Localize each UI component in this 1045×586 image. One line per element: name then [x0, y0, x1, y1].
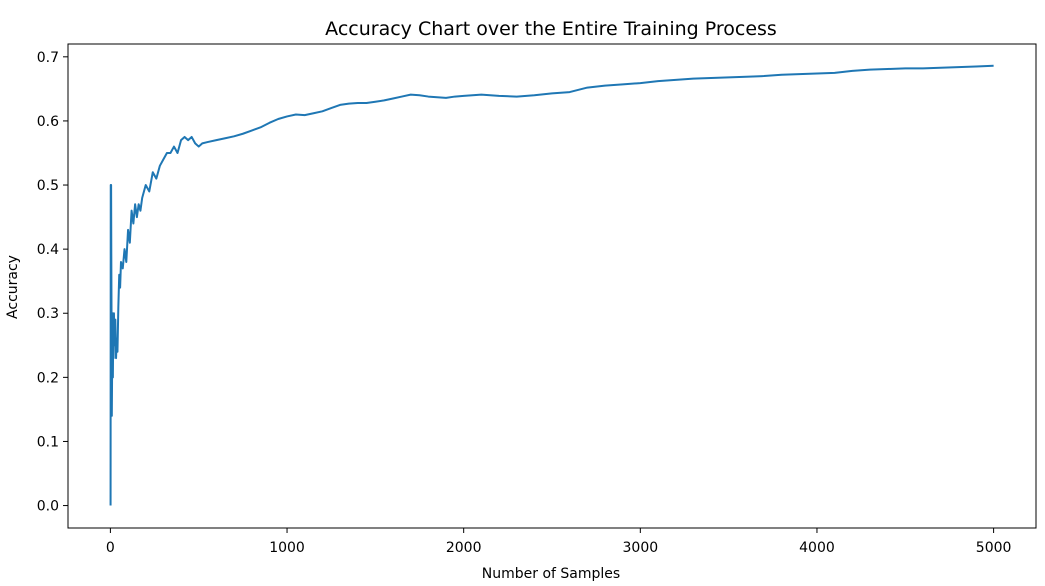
- x-axis-label: Number of Samples: [482, 566, 620, 582]
- y-tick-label: 0.2: [37, 370, 59, 386]
- y-axis-label: Accuracy: [5, 255, 21, 319]
- y-tick-label: 0.0: [37, 499, 59, 515]
- accuracy-series-line: [109, 64, 994, 506]
- x-tick-label: 1000: [269, 540, 305, 556]
- x-tick-label: 2000: [446, 540, 482, 556]
- plot-frame: [67, 43, 1037, 529]
- x-tick-label: 5000: [976, 540, 1012, 556]
- y-tick-label: 0.4: [37, 242, 59, 258]
- y-axis: 0.0 0.1 0.2 0.3 0.4 0.5 0.6 0.7: [37, 50, 68, 515]
- x-axis: 0 1000 2000 3000 4000 5000: [106, 528, 1011, 556]
- x-tick-label: 3000: [623, 540, 659, 556]
- x-tick-label: 0: [106, 540, 115, 556]
- x-tick-label: 4000: [799, 540, 835, 556]
- y-tick-label: 0.6: [37, 114, 59, 130]
- y-tick-label: 0.5: [37, 178, 59, 194]
- y-tick-label: 0.1: [37, 434, 59, 450]
- chart-title: Accuracy Chart over the Entire Training …: [325, 18, 777, 40]
- y-tick-label: 0.3: [37, 306, 59, 322]
- y-tick-label: 0.7: [37, 50, 59, 66]
